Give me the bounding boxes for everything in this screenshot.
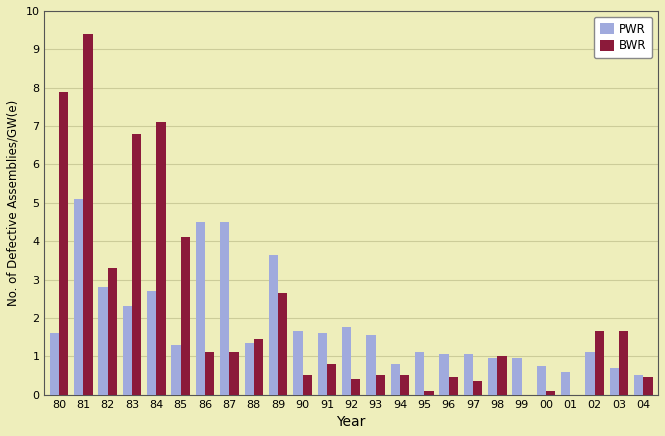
- Bar: [278, 293, 287, 395]
- Bar: [473, 381, 482, 395]
- Bar: [415, 352, 424, 395]
- Bar: [293, 331, 303, 395]
- Bar: [546, 391, 555, 395]
- Bar: [513, 358, 521, 395]
- Bar: [318, 333, 327, 395]
- Bar: [74, 199, 83, 395]
- Bar: [488, 358, 497, 395]
- Y-axis label: No. of Defective Assemblies/GW(e): No. of Defective Assemblies/GW(e): [7, 100, 20, 306]
- Bar: [156, 122, 166, 395]
- Legend: PWR, BWR: PWR, BWR: [594, 17, 652, 58]
- Bar: [424, 391, 434, 395]
- Bar: [351, 379, 360, 395]
- Bar: [327, 364, 336, 395]
- Bar: [83, 34, 92, 395]
- Bar: [50, 333, 59, 395]
- Bar: [449, 378, 458, 395]
- Bar: [147, 291, 156, 395]
- Bar: [132, 134, 141, 395]
- Bar: [123, 307, 132, 395]
- Bar: [303, 375, 312, 395]
- Bar: [181, 237, 190, 395]
- Bar: [390, 364, 400, 395]
- Bar: [619, 331, 628, 395]
- Bar: [610, 368, 619, 395]
- Bar: [220, 222, 229, 395]
- Bar: [108, 268, 117, 395]
- Bar: [400, 375, 409, 395]
- Bar: [376, 375, 385, 395]
- Bar: [561, 371, 571, 395]
- Bar: [595, 331, 604, 395]
- Bar: [245, 343, 254, 395]
- Bar: [269, 255, 278, 395]
- Bar: [585, 352, 595, 395]
- Bar: [644, 378, 653, 395]
- Bar: [205, 352, 214, 395]
- Bar: [464, 354, 473, 395]
- Bar: [254, 339, 263, 395]
- Bar: [440, 354, 449, 395]
- Bar: [366, 335, 376, 395]
- Bar: [172, 345, 181, 395]
- Bar: [342, 327, 351, 395]
- Bar: [229, 352, 239, 395]
- X-axis label: Year: Year: [336, 415, 366, 429]
- Bar: [59, 92, 68, 395]
- Bar: [537, 366, 546, 395]
- Bar: [634, 375, 644, 395]
- Bar: [98, 287, 108, 395]
- Bar: [196, 222, 205, 395]
- Bar: [497, 356, 507, 395]
